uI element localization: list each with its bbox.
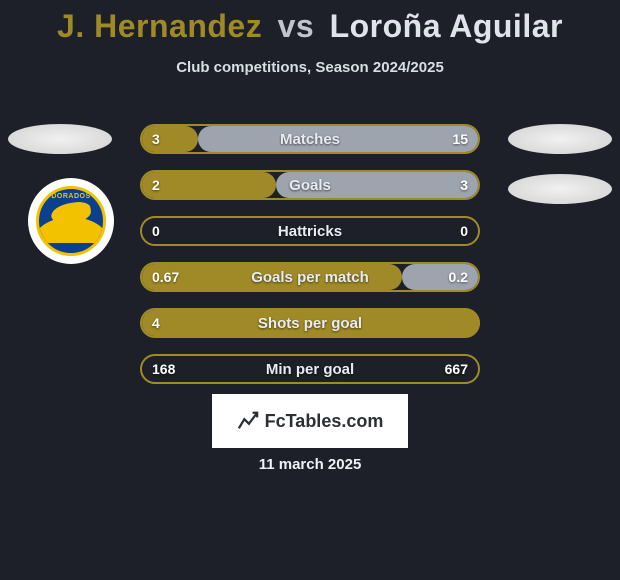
stat-value-left: 168: [140, 354, 187, 384]
stats-container: 315Matches23Goals00Hattricks0.670.2Goals…: [140, 124, 480, 400]
stat-value-left: 0.67: [140, 262, 191, 292]
stat-row: 168667Min per goal: [140, 354, 480, 384]
subtitle: Club competitions, Season 2024/2025: [0, 59, 620, 76]
stat-fill-left: [142, 310, 480, 336]
player-right-photo-1: [508, 124, 612, 154]
stat-row: 00Hattricks: [140, 216, 480, 246]
stat-value-right: 3: [448, 170, 480, 200]
stat-row: 315Matches: [140, 124, 480, 154]
stat-value-left: 0: [140, 216, 172, 246]
stat-fill-right: [198, 126, 478, 152]
stat-value-right: 0.2: [437, 262, 480, 292]
club-badge-inner: DORADOS: [36, 186, 106, 256]
stat-value-right: 667: [433, 354, 480, 384]
stat-track: [140, 216, 480, 246]
stat-row: 0.670.2Goals per match: [140, 262, 480, 292]
vs-text: vs: [278, 8, 315, 44]
brand-box: FcTables.com: [212, 394, 408, 448]
stat-value-right: 0: [448, 216, 480, 246]
stat-value-left: 4: [140, 308, 172, 338]
brand-text: FcTables.com: [265, 411, 384, 432]
stat-row: 4Shots per goal: [140, 308, 480, 338]
player-left-photo: [8, 124, 112, 154]
chart-line-icon: [237, 410, 259, 432]
stat-track: [140, 354, 480, 384]
stat-row: 23Goals: [140, 170, 480, 200]
stat-value-left: 3: [140, 124, 172, 154]
club-badge-wave-icon: [36, 217, 106, 243]
comparison-title: J. Hernandez vs Loroña Aguilar: [0, 0, 620, 45]
club-badge: DORADOS: [28, 178, 114, 264]
player-left-name: J. Hernandez: [57, 8, 262, 44]
player-right-name: Loroña Aguilar: [330, 8, 563, 44]
stat-value-left: 2: [140, 170, 172, 200]
club-badge-text: DORADOS: [39, 193, 103, 200]
player-right-photo-2: [508, 174, 612, 204]
stat-value-right: 15: [440, 124, 480, 154]
snapshot-date: 11 march 2025: [0, 456, 620, 473]
